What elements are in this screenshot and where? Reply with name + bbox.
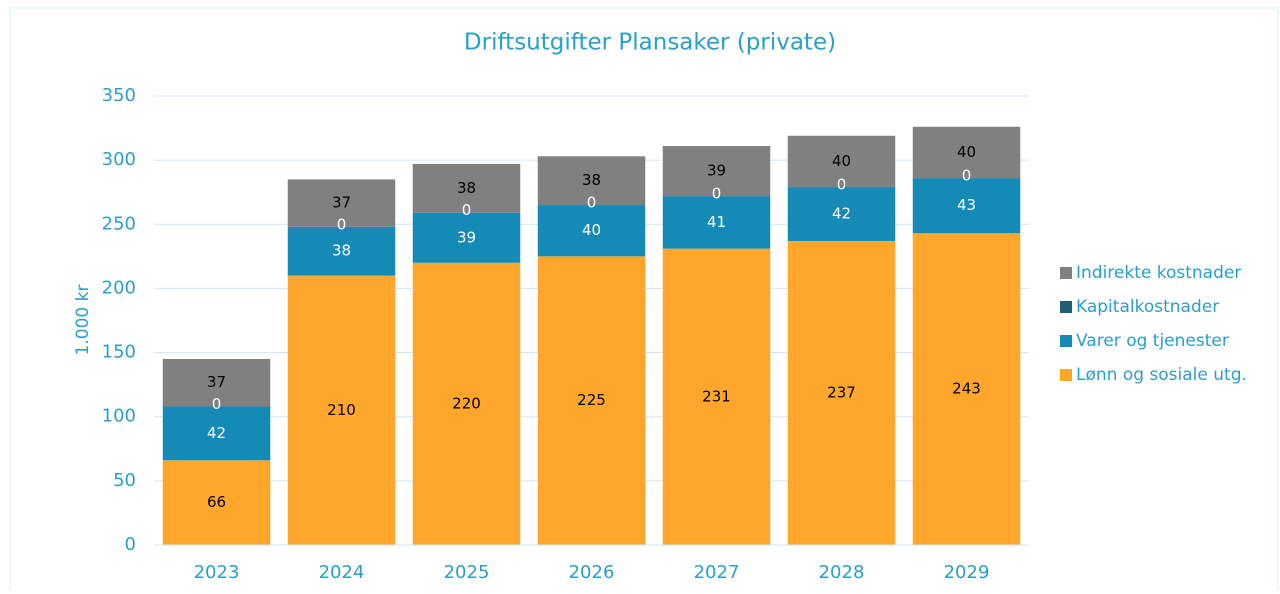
y-tick-label: 100	[102, 406, 136, 427]
x-tick-label: 2027	[694, 562, 740, 583]
data-label: 37	[207, 373, 226, 391]
bar-segment	[287, 179, 396, 227]
bar-segment	[912, 126, 1021, 179]
data-label: 0	[962, 167, 972, 185]
data-label: 37	[332, 194, 351, 212]
data-label: 220	[452, 394, 481, 412]
x-tick-label: 2025	[444, 562, 490, 583]
x-tick-label: 2029	[944, 562, 990, 583]
bar-segment	[412, 212, 521, 263]
data-label: 0	[337, 215, 347, 233]
data-label: 66	[207, 493, 226, 511]
legend-label: Kapitalkostnader	[1076, 297, 1219, 317]
data-label: 42	[207, 424, 226, 442]
y-tick-label: 200	[102, 277, 136, 298]
bar-segment	[787, 240, 896, 545]
legend-swatch	[1060, 335, 1072, 347]
data-label: 225	[577, 391, 606, 409]
x-tick-label: 2028	[819, 562, 865, 583]
data-label: 43	[957, 196, 976, 214]
data-label: 40	[832, 152, 851, 170]
y-tick-label: 0	[125, 534, 136, 555]
chart-title: Driftsutgifter Plansaker (private)	[464, 30, 836, 56]
data-label: 38	[457, 179, 476, 197]
data-label: 39	[707, 162, 726, 180]
chart-border	[9, 7, 1279, 594]
data-label: 237	[827, 383, 856, 401]
bar-segment	[787, 187, 896, 241]
bar-segment	[287, 226, 396, 276]
data-label: 42	[832, 205, 851, 223]
bar-segment	[412, 163, 521, 213]
legend-swatch	[1060, 369, 1072, 381]
legend-label: Indirekte kostnader	[1076, 263, 1241, 283]
data-label: 243	[952, 380, 981, 398]
x-tick-label: 2024	[319, 562, 365, 583]
data-label: 231	[702, 387, 731, 405]
y-tick-label: 300	[102, 149, 136, 170]
bar-segment	[412, 262, 521, 545]
bar-segment	[662, 196, 771, 249]
bar-segment	[162, 406, 271, 461]
legend-swatch	[1060, 267, 1072, 279]
legend-swatch	[1060, 301, 1072, 313]
x-tick-label: 2023	[194, 562, 240, 583]
data-label: 0	[837, 176, 847, 194]
data-label: 210	[327, 401, 356, 419]
bar-segment	[537, 205, 646, 257]
data-label: 39	[457, 228, 476, 246]
bar-segment	[912, 178, 1021, 234]
legend-label: Varer og tjenester	[1076, 331, 1229, 351]
bar-segment	[537, 256, 646, 545]
y-tick-label: 150	[102, 342, 136, 363]
data-label: 38	[582, 171, 601, 189]
data-label: 0	[212, 395, 222, 413]
data-label: 0	[587, 194, 597, 212]
bar-segment	[287, 275, 396, 545]
bar-segment	[662, 248, 771, 545]
bar-segment	[787, 135, 896, 188]
y-axis-label: 1.000 kr	[73, 285, 93, 356]
y-tick-label: 350	[102, 85, 136, 106]
data-label: 0	[712, 185, 722, 203]
legend-label: Lønn og sosiale utg.	[1076, 365, 1247, 385]
x-tick-label: 2026	[569, 562, 615, 583]
y-tick-label: 50	[113, 470, 136, 491]
bar-segment	[162, 460, 271, 545]
data-label: 41	[707, 213, 726, 231]
data-label: 38	[332, 242, 351, 260]
data-label: 0	[462, 201, 472, 219]
bar-segment	[162, 358, 271, 407]
bar-segment	[912, 233, 1021, 545]
data-label: 40	[582, 221, 601, 239]
bar-segment	[662, 146, 771, 197]
data-label: 40	[957, 143, 976, 161]
y-tick-label: 250	[102, 213, 136, 234]
bar-segment	[537, 156, 646, 206]
